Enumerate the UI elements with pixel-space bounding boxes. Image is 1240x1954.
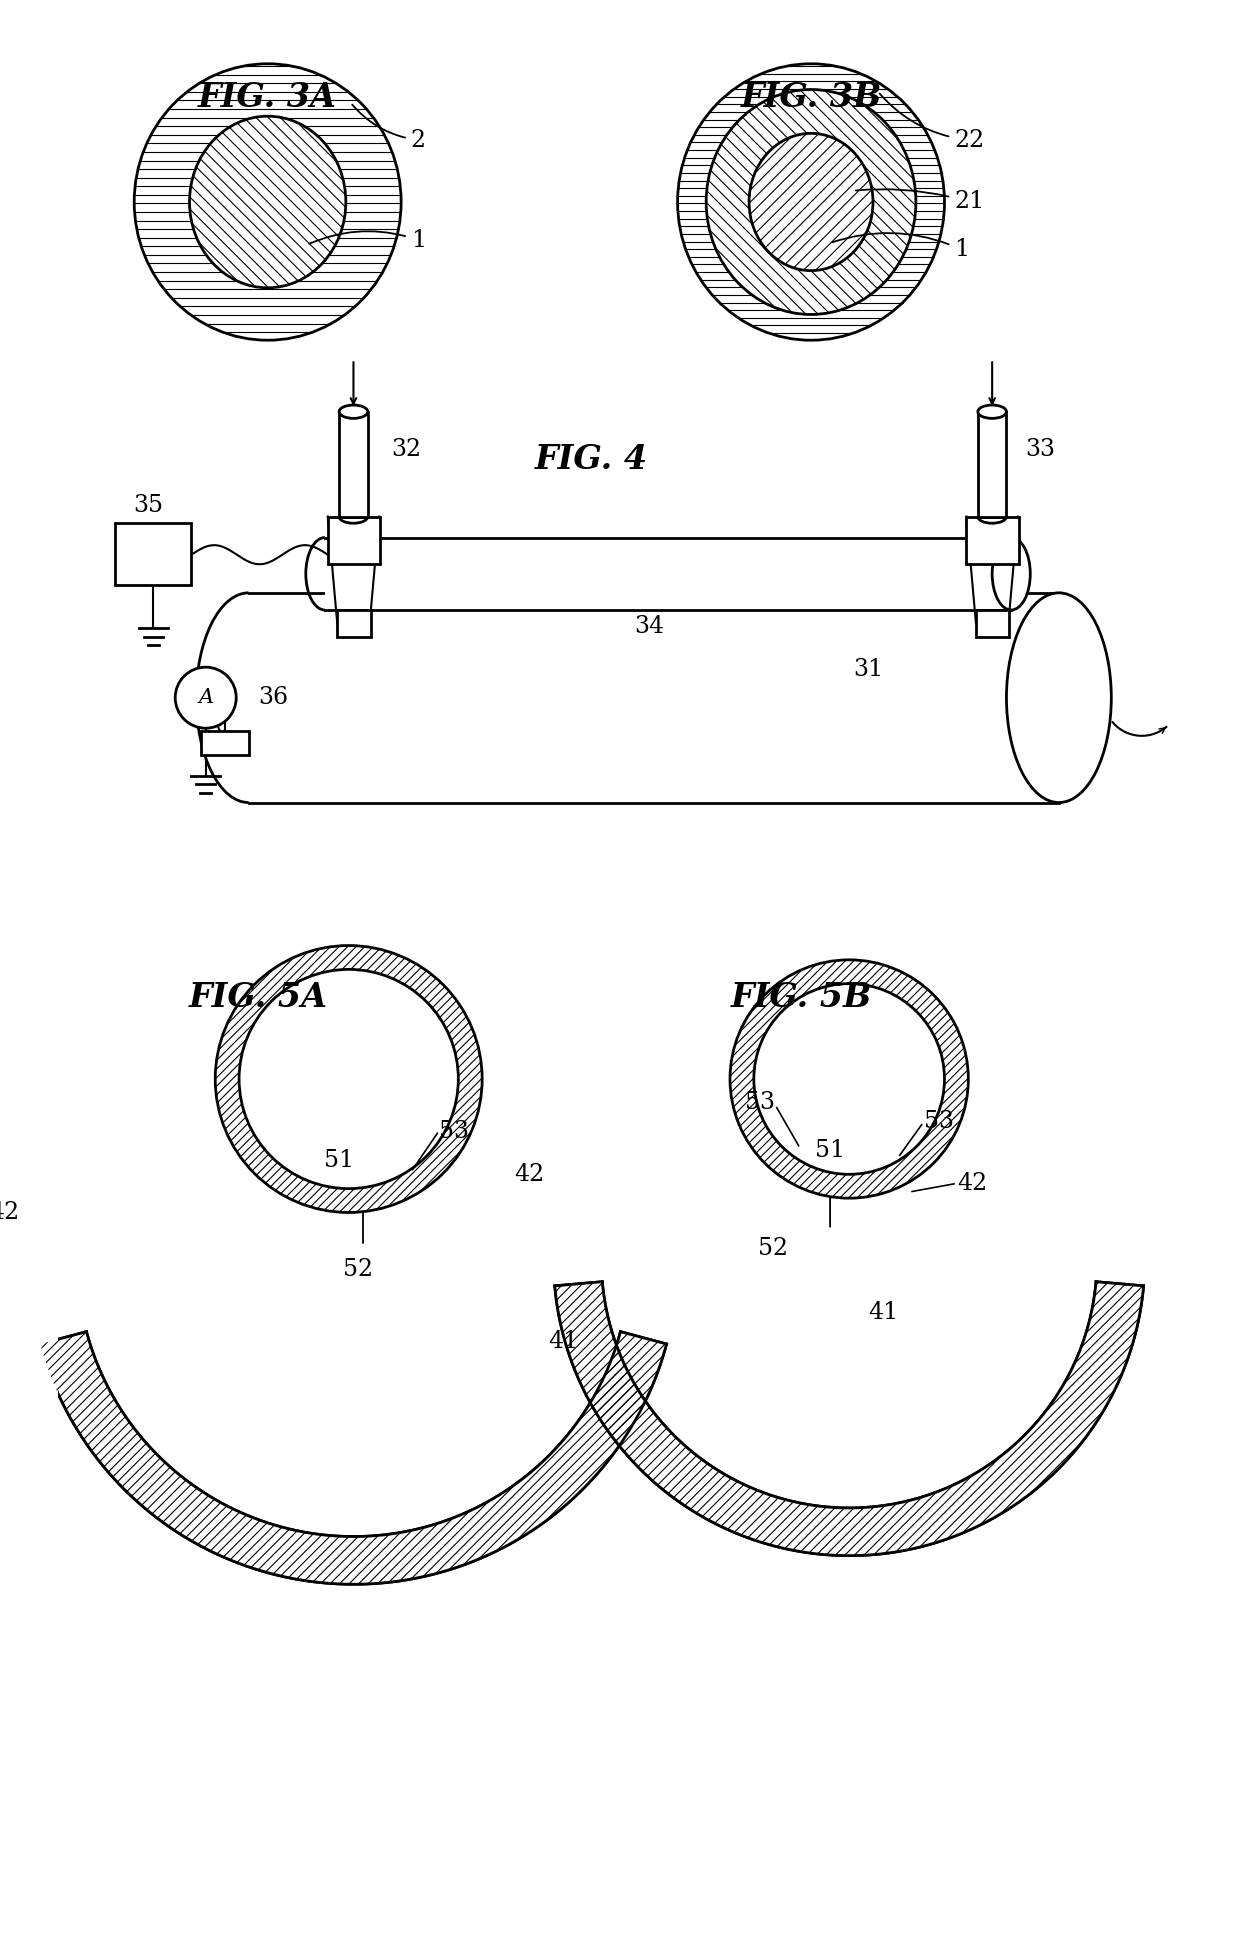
Bar (248, 592, 1059, 803)
Bar (337, 610, 371, 637)
Ellipse shape (749, 133, 873, 272)
Bar (201, 731, 248, 754)
Text: 31: 31 (853, 658, 883, 680)
Text: 21: 21 (856, 190, 985, 213)
Bar (966, 516, 1019, 565)
Text: FIG. 4: FIG. 4 (536, 444, 649, 477)
Text: FIG. 5B: FIG. 5B (730, 981, 872, 1014)
Text: 41: 41 (548, 1329, 578, 1352)
Text: A: A (198, 688, 213, 707)
Text: 1: 1 (309, 229, 425, 252)
Circle shape (754, 983, 945, 1174)
Text: 33: 33 (1025, 438, 1055, 461)
Ellipse shape (706, 90, 916, 315)
Text: 53: 53 (439, 1120, 469, 1143)
Circle shape (239, 969, 459, 1188)
Ellipse shape (190, 115, 346, 287)
Text: 42: 42 (957, 1172, 987, 1196)
Ellipse shape (190, 115, 346, 287)
Bar (325, 537, 1011, 610)
Text: 34: 34 (634, 616, 665, 637)
Polygon shape (554, 1282, 1143, 1555)
Text: 52: 52 (343, 1258, 373, 1282)
Text: FIG. 3A: FIG. 3A (198, 80, 337, 113)
Text: 42: 42 (0, 1202, 20, 1223)
Circle shape (216, 946, 482, 1211)
Ellipse shape (978, 404, 1007, 418)
Circle shape (730, 959, 968, 1198)
Text: 36: 36 (258, 686, 288, 709)
Polygon shape (554, 1282, 1143, 1555)
Text: 51: 51 (324, 1149, 355, 1172)
Ellipse shape (677, 64, 945, 340)
Ellipse shape (340, 404, 368, 418)
Text: 51: 51 (815, 1139, 846, 1163)
Circle shape (175, 666, 236, 729)
Ellipse shape (749, 133, 873, 272)
Bar (115, 524, 191, 584)
Text: 1: 1 (832, 233, 970, 262)
Ellipse shape (134, 64, 401, 340)
Polygon shape (41, 1333, 667, 1585)
Text: 22: 22 (879, 94, 985, 152)
Text: FIG. 3B: FIG. 3B (740, 80, 882, 113)
Text: 2: 2 (352, 106, 425, 152)
Text: 32: 32 (392, 438, 422, 461)
Bar (327, 516, 381, 565)
Text: 52: 52 (758, 1237, 787, 1260)
Text: 41: 41 (868, 1301, 899, 1325)
Polygon shape (41, 1333, 667, 1585)
Ellipse shape (992, 537, 1030, 610)
Ellipse shape (1007, 592, 1111, 803)
Text: FIG. 5A: FIG. 5A (188, 981, 327, 1014)
Text: 42: 42 (513, 1163, 544, 1186)
Bar (340, 412, 368, 516)
Bar (976, 610, 1009, 637)
Text: 35: 35 (134, 494, 164, 516)
Circle shape (239, 969, 459, 1188)
Bar (978, 412, 1007, 516)
Text: 53: 53 (924, 1110, 954, 1133)
Text: 53: 53 (745, 1092, 775, 1114)
